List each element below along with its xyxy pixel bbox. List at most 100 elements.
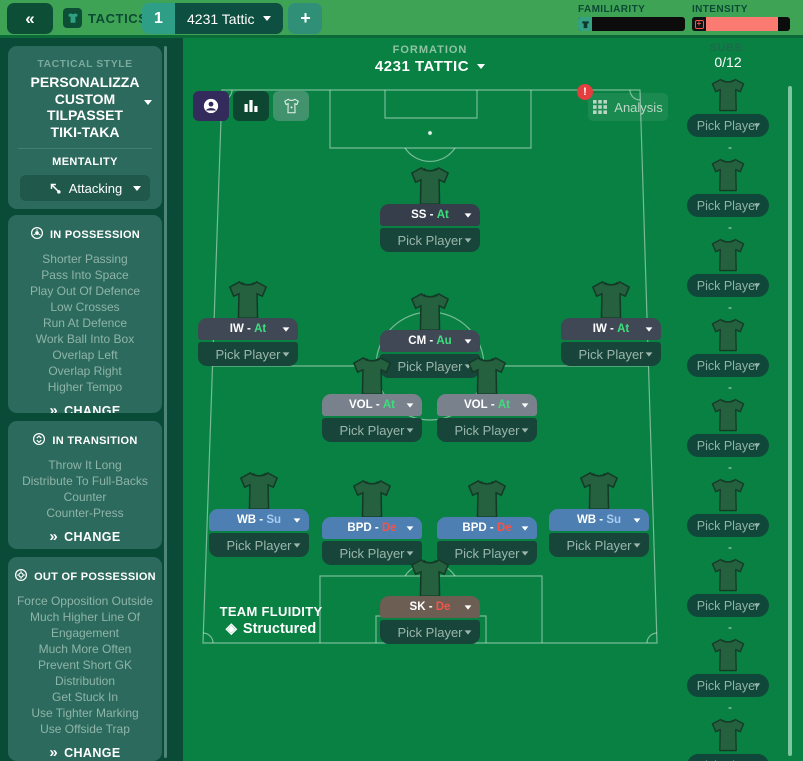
role-duty-label: WB - Su — [576, 514, 622, 526]
sidebar-scrollbar[interactable] — [164, 46, 167, 758]
position-wb-6: WB - Su Pick Player — [209, 470, 309, 557]
instruction-item: Shorter Passing — [42, 252, 128, 266]
pick-player-dropdown[interactable]: Pick Player — [687, 114, 769, 137]
chevron-down-icon — [753, 123, 761, 128]
pick-player-label: Pick Player — [696, 118, 760, 133]
mentality-arrow-icon — [50, 183, 61, 194]
pick-player-dropdown[interactable]: Pick Player — [380, 620, 480, 644]
role-duty-dropdown[interactable]: WB - Su — [549, 509, 649, 531]
chevron-down-icon — [282, 327, 290, 332]
role-duty-dropdown[interactable]: IW - At — [198, 318, 298, 340]
chevron-down-icon — [464, 238, 472, 243]
pick-player-dropdown[interactable]: Pick Player — [687, 434, 769, 457]
double-chevron-icon: » — [49, 528, 59, 545]
subs-scrollbar[interactable] — [788, 86, 792, 756]
pick-player-dropdown[interactable]: Pick Player — [687, 194, 769, 217]
person-icon — [203, 98, 219, 114]
mentality-label: MENTALITY — [52, 156, 118, 168]
sub-jersey-icon — [708, 157, 748, 193]
chevron-down-icon — [521, 526, 529, 531]
pressing-icon — [14, 568, 28, 585]
tactic-tab-1[interactable]: 1 — [142, 3, 175, 34]
pick-player-dropdown[interactable]: Pick Player — [322, 541, 422, 565]
pick-player-dropdown[interactable]: Pick Player — [687, 754, 769, 761]
sub-placeholder-dash: - — [728, 140, 732, 154]
formation-dropdown[interactable]: 4231 TATTIC — [310, 58, 550, 75]
football-icon — [30, 226, 44, 243]
tactics-jersey-icon — [63, 8, 82, 28]
position-sk-10: SK - De Pick Player — [380, 557, 480, 644]
chevron-down-icon — [753, 363, 761, 368]
pick-player-dropdown[interactable]: Pick Player — [437, 418, 537, 442]
role-duty-dropdown[interactable]: CM - Au — [380, 330, 480, 352]
sub-jersey-icon — [708, 477, 748, 513]
pick-player-label: Pick Player — [696, 358, 760, 373]
role-duty-dropdown[interactable]: BPD - De — [322, 517, 422, 539]
instruction-item: Run At Defence — [42, 316, 128, 330]
analysis-label: Analysis — [614, 99, 663, 115]
role-duty-dropdown[interactable]: SS - At — [380, 204, 480, 226]
pick-player-dropdown[interactable]: Pick Player — [687, 274, 769, 297]
sub-jersey-icon — [708, 557, 748, 593]
style-name: TILPASSET — [47, 107, 123, 123]
pick-player-dropdown[interactable]: Pick Player — [549, 533, 649, 557]
player-jersey-icon — [236, 470, 282, 512]
pick-player-dropdown[interactable]: Pick Player — [687, 674, 769, 697]
pick-player-dropdown[interactable]: Pick Player — [437, 541, 537, 565]
sub-jersey-icon — [708, 717, 748, 753]
pick-player-dropdown[interactable]: Pick Player — [380, 354, 480, 378]
pick-player-label: Pick Player — [696, 518, 760, 533]
kit-view-button[interactable] — [273, 91, 309, 121]
role-duty-label: IW - At — [229, 323, 267, 335]
section-title: OUT OF POSSESSION — [34, 570, 156, 583]
role-duty-label: SK - De — [409, 601, 451, 613]
pick-player-dropdown[interactable]: Pick Player — [322, 418, 422, 442]
player-view-button[interactable] — [193, 91, 229, 121]
bar-chart-icon — [244, 100, 258, 112]
instruction-item: Much More Often — [38, 642, 132, 656]
role-duty-dropdown[interactable]: SK - De — [380, 596, 480, 618]
pick-player-dropdown[interactable]: Pick Player — [209, 533, 309, 557]
position-wb-9: WB - Su Pick Player — [549, 470, 649, 557]
tactic-name-dropdown[interactable]: 4231 Tattic — [175, 3, 284, 34]
pick-player-dropdown[interactable]: Pick Player — [561, 342, 661, 366]
pick-player-dropdown[interactable]: Pick Player — [380, 228, 480, 252]
change-button[interactable]: » CHANGE — [49, 528, 121, 545]
chevron-down-icon — [521, 403, 529, 408]
analysis-button[interactable]: Analysis — [588, 93, 668, 121]
position-iw-3: IW - At Pick Player — [561, 279, 661, 366]
tactical-style-selector[interactable]: PERSONALIZZA CUSTOM TILPASSET TIKI-TAKA — [8, 74, 162, 140]
instruction-item: Prevent Short GK Distribution — [37, 658, 133, 688]
pick-player-dropdown[interactable]: Pick Player — [198, 342, 298, 366]
change-button[interactable]: » CHANGE — [49, 744, 121, 761]
pick-player-label: Pick Player — [696, 198, 760, 213]
role-duty-dropdown[interactable]: WB - Su — [209, 509, 309, 531]
back-button[interactable]: « — [7, 3, 53, 34]
team-fluidity-label: TEAM FLUIDITY — [219, 604, 323, 619]
kit-mini-icon — [581, 20, 589, 28]
pick-player-dropdown[interactable]: Pick Player — [687, 354, 769, 377]
role-duty-dropdown[interactable]: VOL - At — [322, 394, 422, 416]
sub-placeholder-dash: - — [728, 300, 732, 314]
change-button[interactable]: » CHANGE — [8, 403, 162, 413]
pick-player-dropdown[interactable]: Pick Player — [687, 594, 769, 617]
section-title: IN TRANSITION — [52, 434, 138, 447]
instruction-item: Force Opposition Outside — [16, 594, 154, 608]
pick-player-dropdown[interactable]: Pick Player — [687, 514, 769, 537]
role-duty-dropdown[interactable]: VOL - At — [437, 394, 537, 416]
familiarity-fill — [578, 17, 592, 31]
position-cm-2: CM - Au Pick Player — [380, 291, 480, 378]
style-name: CUSTOM — [54, 90, 116, 107]
role-duty-dropdown[interactable]: BPD - De — [437, 517, 537, 539]
intensity-plus-icon: + — [692, 17, 706, 31]
stats-view-button[interactable] — [233, 91, 269, 121]
role-duty-dropdown[interactable]: IW - At — [561, 318, 661, 340]
mentality-dropdown[interactable]: Attacking — [20, 175, 150, 201]
instruction-item: Pass Into Space — [41, 268, 129, 282]
alert-badge: ! — [577, 84, 593, 100]
chevron-down-icon — [464, 213, 472, 218]
sub-placeholder-dash: - — [728, 380, 732, 394]
chevron-down-icon — [645, 327, 653, 332]
pick-player-label: Pick Player — [454, 422, 520, 438]
add-tactic-button[interactable]: + — [288, 3, 323, 34]
